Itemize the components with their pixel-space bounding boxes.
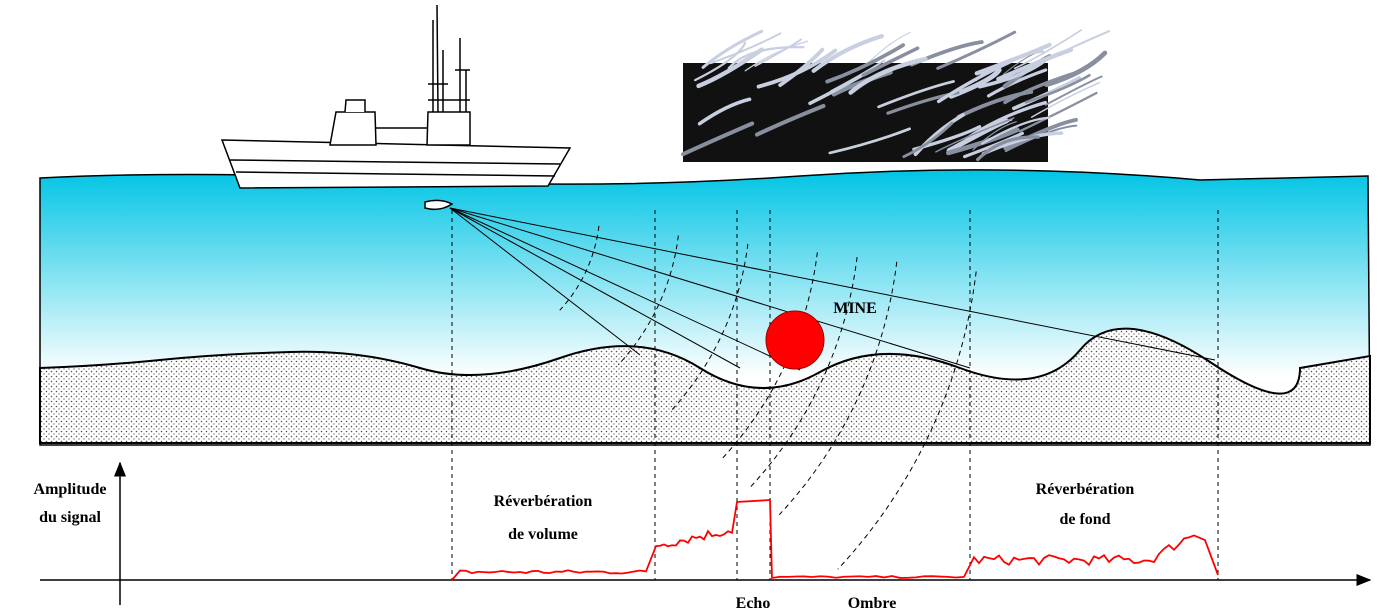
sonar-stripe <box>754 38 802 67</box>
wavefront <box>559 225 600 311</box>
bottom-label: de fond <box>1059 511 1110 528</box>
seabed <box>39 327 1371 444</box>
sonar-stripe <box>1003 117 1078 151</box>
bottom-label: Réverbération <box>1036 481 1135 498</box>
sonar-stripe <box>1030 81 1101 118</box>
sonar-stripe <box>778 47 825 87</box>
sonar-stripe <box>828 127 911 155</box>
amplitude-label: Amplitude <box>34 481 107 498</box>
mine <box>765 310 825 370</box>
ship <box>220 4 572 211</box>
sonar-stripe <box>936 30 1017 70</box>
sonar-stripe <box>913 113 965 157</box>
sonar-stripe <box>754 103 826 137</box>
signal-trace <box>451 499 1219 581</box>
sonar-stripe <box>902 121 954 159</box>
sonar-stripe <box>825 43 906 84</box>
wavefront <box>669 243 749 413</box>
echo-label: Echo <box>736 595 771 612</box>
sonar-stripe <box>693 41 747 82</box>
sonar-stripe <box>1003 69 1083 105</box>
sonar-stripe <box>701 29 764 69</box>
shadow-label: Ombre <box>848 595 897 612</box>
beam <box>449 207 801 371</box>
sonar-stripe <box>935 117 1015 153</box>
sonar-stripe <box>811 34 884 73</box>
beam <box>449 207 971 369</box>
beam <box>449 207 641 356</box>
sonar-stripe <box>986 68 1048 98</box>
sonar-stripe <box>681 121 755 157</box>
wavefront <box>720 252 818 461</box>
sonar-stripe <box>877 80 955 109</box>
sonar-stripe <box>744 40 809 72</box>
sonar-stripe <box>1013 29 1083 70</box>
sonar-stripe <box>1024 73 1091 104</box>
sonar-stripe <box>697 97 752 126</box>
sonar-stripe <box>1018 91 1098 133</box>
sonar-stripe <box>1044 75 1103 106</box>
sonar-stripe <box>976 135 1040 162</box>
sonar-stripe <box>709 32 782 65</box>
sonar-stripe <box>974 50 1044 82</box>
volume-label: Réverbération <box>494 493 593 510</box>
volume-label: de volume <box>508 526 578 543</box>
sonar-stripe <box>996 47 1074 82</box>
sonar-stripe <box>696 47 764 89</box>
sonar-image <box>681 29 1111 162</box>
sonar-stripe <box>848 56 928 95</box>
wavefront <box>617 235 679 366</box>
wavefront <box>749 257 858 488</box>
wavefront <box>837 271 977 570</box>
beam <box>449 207 741 369</box>
beam <box>449 207 1216 361</box>
sonar-stripe <box>861 46 920 77</box>
sonar-stripe <box>756 48 838 89</box>
sonar-stripe <box>1011 76 1082 111</box>
mine-label: MINE <box>833 300 877 317</box>
amplitude-label: du signal <box>39 509 101 526</box>
wavefront <box>778 261 898 516</box>
sonar-stripe <box>981 116 1052 145</box>
